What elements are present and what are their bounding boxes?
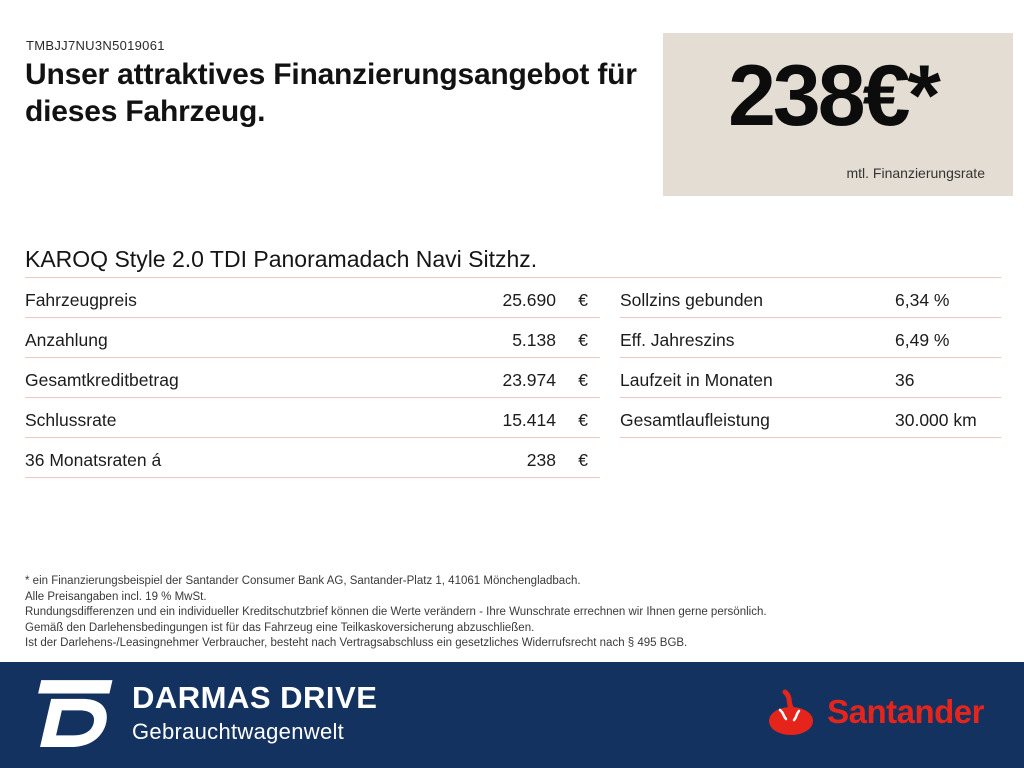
row-label: Schlussrate [25,410,117,430]
santander-logo: Santander [765,688,984,736]
table-row: Gesamtlaufleistung 30.000 km [620,398,1001,438]
table-row: Eff. Jahreszins 6,49 % [620,318,1001,358]
row-value: 23.974 [502,370,556,390]
table-row: Laufzeit in Monaten 36 [620,358,1001,398]
financing-table: KAROQ Style 2.0 TDI Panoramadach Navi Si… [25,246,1001,478]
vin-number: TMBJJ7NU3N5019061 [26,38,165,53]
legal-disclaimer: * ein Finanzierungsbeispiel der Santande… [25,574,985,652]
dealer-subtitle: Gebrauchtwagenwelt [132,719,345,744]
table-row: Gesamtkreditbetrag 23.974 € [25,358,600,398]
table-row: 36 Monatsraten á 238 € [25,438,600,478]
row-value: 36 [895,370,915,390]
page-title: Unser attraktives Finanzierungsangebot f… [25,58,637,128]
row-label: Sollzins gebunden [620,290,764,310]
monthly-rate-caption: mtl. Finanzierungsrate [846,165,985,181]
disclaimer-line: Rundungsdifferenzen und ein individuelle… [25,606,767,618]
row-label: Fahrzeugpreis [25,290,137,310]
table-row: Fahrzeugpreis 25.690 € [25,278,600,318]
table-row: Schlussrate 15.414 € [25,398,600,438]
row-label: 36 Monatsraten á [25,450,162,470]
row-unit: € [578,450,588,470]
row-label: Anzahlung [25,330,108,350]
disclaimer-line: Gemäß den Darlehensbedingungen ist für d… [25,621,535,634]
financing-table-left-column: Fahrzeugpreis 25.690 € Anzahlung 5.138 €… [25,278,600,478]
row-value: 6,34 % [895,290,950,310]
disclaimer-line: Alle Preisangaben incl. 19 % MwSt. [25,590,207,603]
financing-table-right-column: Sollzins gebunden 6,34 % Eff. Jahreszins… [620,278,1001,478]
table-row: Sollzins gebunden 6,34 % [620,278,1001,318]
row-unit: € [578,290,588,310]
row-unit: € [578,370,588,390]
disclaimer-line: Ist der Darlehens-/Leasingnehmer Verbrau… [25,637,688,649]
disclaimer-line: * ein Finanzierungsbeispiel der Santande… [25,575,581,587]
row-unit: € [578,330,588,350]
row-value: 5.138 [512,330,556,350]
monthly-rate-amount: 238€* [728,48,941,144]
darmas-drive-logo-icon [38,680,113,747]
row-label: Gesamtlaufleistung [620,410,770,430]
santander-wordmark: Santander [827,693,984,730]
vehicle-title: KAROQ Style 2.0 TDI Panoramadach Navi Si… [25,246,1001,278]
row-value: 30.000 km [895,410,977,430]
monthly-rate-box: 238€* mtl. Finanzierungsrate [663,33,1013,196]
table-row: Anzahlung 5.138 € [25,318,600,358]
dealer-name: DARMAS DRIVE [132,680,378,715]
row-label: Laufzeit in Monaten [620,370,773,390]
row-value: 15.414 [502,410,556,430]
santander-flame-icon [769,689,814,735]
row-value: 25.690 [502,290,556,310]
row-value: 238 [526,450,556,470]
row-value: 6,49 % [895,330,950,350]
row-unit: € [578,410,588,430]
row-label: Eff. Jahreszins [620,330,735,350]
footer-bar: DARMAS DRIVE Gebrauchtwagenwelt Santande… [0,662,1024,768]
row-label: Gesamtkreditbetrag [25,370,179,390]
